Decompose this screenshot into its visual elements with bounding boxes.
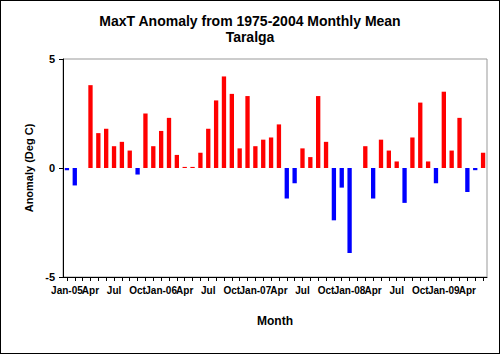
svg-text:Jan-05: Jan-05 — [51, 285, 83, 296]
svg-text:Apr: Apr — [176, 285, 193, 296]
svg-text:Month: Month — [257, 314, 293, 328]
svg-text:Apr: Apr — [459, 285, 476, 296]
svg-text:Taralga: Taralga — [226, 29, 275, 45]
svg-text:Oct: Oct — [318, 285, 335, 296]
svg-text:Jan-07: Jan-07 — [240, 285, 272, 296]
svg-text:Oct: Oct — [223, 285, 240, 296]
svg-text:Jan-08: Jan-08 — [334, 285, 366, 296]
svg-text:Oct: Oct — [412, 285, 429, 296]
svg-text:0: 0 — [49, 162, 55, 174]
svg-text:Jul: Jul — [201, 285, 216, 296]
svg-text:-5: -5 — [45, 271, 55, 283]
svg-text:Jan-09: Jan-09 — [428, 285, 460, 296]
svg-text:Jul: Jul — [389, 285, 404, 296]
svg-text:MaxT Anomaly from 1975-2004 Mo: MaxT Anomaly from 1975-2004 Monthly Mean — [99, 13, 400, 29]
svg-text:Oct: Oct — [129, 285, 146, 296]
svg-text:Apr: Apr — [270, 285, 287, 296]
svg-text:Anomaly (Deg C): Anomaly (Deg C) — [23, 123, 35, 212]
svg-text:Jul: Jul — [295, 285, 310, 296]
svg-text:Apr: Apr — [82, 285, 99, 296]
svg-text:5: 5 — [49, 53, 55, 65]
svg-text:Jan-06: Jan-06 — [145, 285, 177, 296]
svg-text:Jul: Jul — [107, 285, 122, 296]
svg-text:Apr: Apr — [365, 285, 382, 296]
